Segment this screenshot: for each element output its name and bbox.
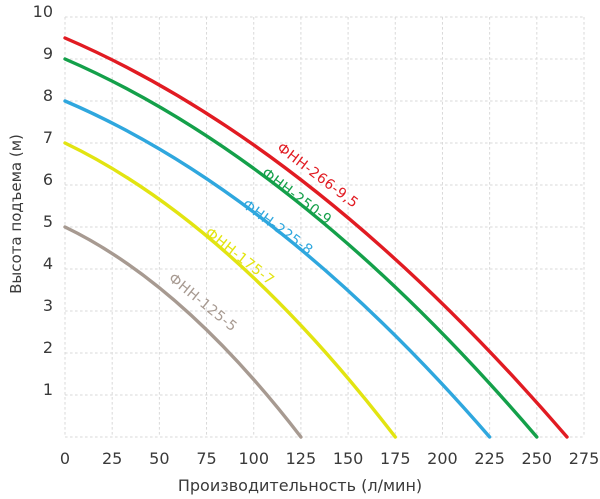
x-tick-label: 25 <box>102 449 122 468</box>
x-tick-label: 175 <box>380 449 411 468</box>
y-tick-label: 3 <box>43 296 53 315</box>
pump-curve-3 <box>63 141 397 439</box>
pump-curve-2 <box>63 99 492 439</box>
pump-curve-0 <box>63 36 569 439</box>
y-tick-label: 2 <box>43 338 53 357</box>
x-tick-label: 250 <box>522 449 553 468</box>
y-axis-title: Высота подъема (м) <box>7 134 25 294</box>
x-tick-label: 75 <box>196 449 216 468</box>
pump-curve-1 <box>63 57 539 439</box>
y-tick-label: 7 <box>43 128 53 147</box>
x-tick-label: 225 <box>474 449 505 468</box>
y-tick-label: 10 <box>33 2 53 21</box>
x-axis-title: Производительность (л/мин) <box>177 476 423 495</box>
y-tick-label: 6 <box>43 170 53 189</box>
x-tick-label: 0 <box>60 449 70 468</box>
pump-curve-4 <box>63 225 303 439</box>
y-tick-label: 8 <box>43 86 53 105</box>
x-tick-label: 200 <box>427 449 458 468</box>
y-tick-label: 4 <box>43 254 53 273</box>
y-tick-label: 5 <box>43 212 53 231</box>
y-tick-label: 1 <box>43 380 53 399</box>
x-tick-label: 100 <box>238 449 269 468</box>
x-tick-label: 125 <box>286 449 317 468</box>
x-tick-label: 275 <box>569 449 600 468</box>
x-tick-label: 50 <box>149 449 169 468</box>
curve-label-0: ФНН-266-9,5 <box>274 140 362 212</box>
curve-label-3: ФНН-175-7 <box>202 225 278 289</box>
x-tick-label: 150 <box>333 449 364 468</box>
y-tick-label: 9 <box>43 44 53 63</box>
